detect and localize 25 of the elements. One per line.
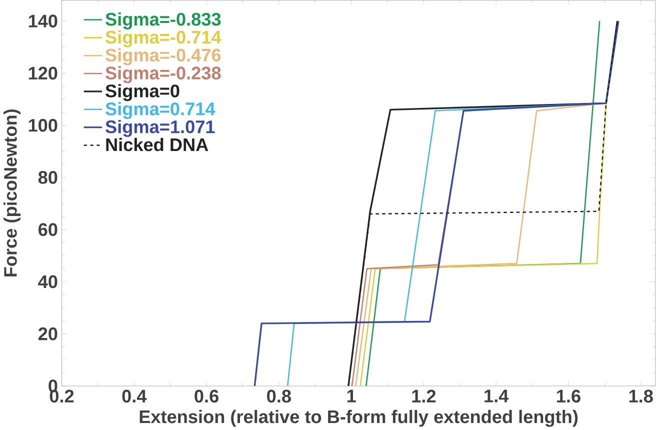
y-tick-label: 60 bbox=[38, 222, 58, 236]
legend-label: Sigma=0.714 bbox=[106, 102, 216, 119]
x-tick-label: 1 bbox=[347, 390, 356, 402]
x-tick-label: 0.4 bbox=[122, 390, 147, 402]
x-axis-title: Extension (relative to B-form fully extended length) bbox=[140, 410, 578, 427]
x-tick-label: 1.2 bbox=[412, 390, 436, 402]
legend-label: Sigma=-0.476 bbox=[106, 48, 221, 66]
y-tick-label: 120 bbox=[28, 66, 58, 80]
y-tick-label: 140 bbox=[28, 14, 58, 28]
x-tick-label: 0.6 bbox=[194, 390, 218, 402]
x-tick-label: 1.4 bbox=[484, 390, 509, 402]
legend-label: Sigma=-0.833 bbox=[106, 12, 221, 30]
y-axis-title: Force (picoNewton) bbox=[4, 109, 20, 276]
x-tick-label: 1.6 bbox=[557, 390, 580, 402]
legend-label: Sigma=-0.714 bbox=[106, 30, 222, 48]
legend-label: Sigma=1.071 bbox=[106, 120, 215, 137]
x-tick-label: 1.8 bbox=[629, 390, 653, 402]
y-tick-label: 40 bbox=[38, 275, 58, 288]
legend-label: Sigma=0 bbox=[106, 84, 180, 101]
legend-label: Nicked DNA bbox=[106, 138, 208, 151]
y-tick-label: 100 bbox=[28, 118, 58, 132]
y-tick-label: 20 bbox=[38, 327, 58, 340]
y-tick-label: 80 bbox=[38, 170, 58, 184]
x-tick-label: 0.8 bbox=[267, 390, 291, 402]
legend-label: Sigma=-0.238 bbox=[106, 66, 221, 83]
